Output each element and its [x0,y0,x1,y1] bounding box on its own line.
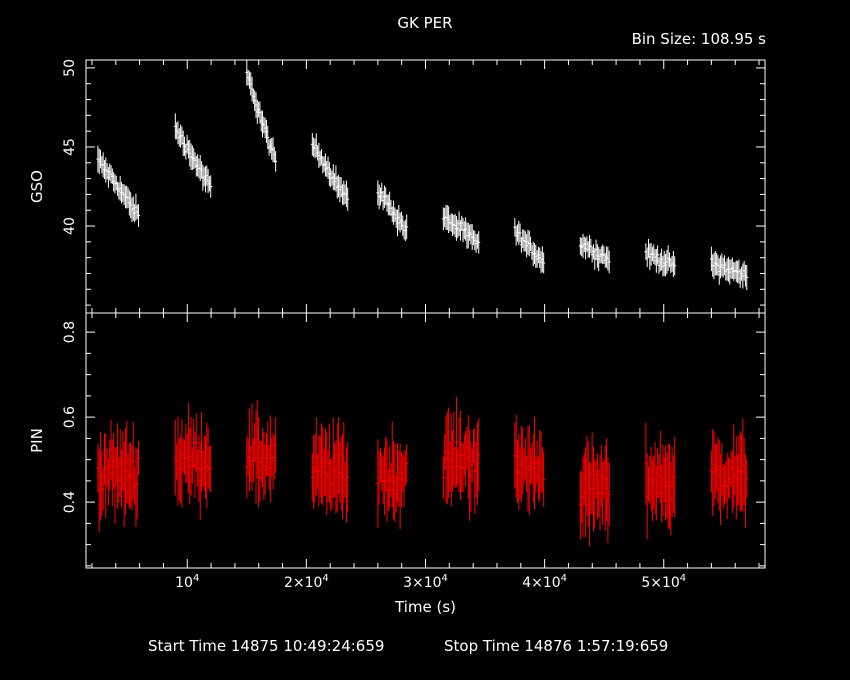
xtick-label: 2×104 [284,573,329,591]
gso-point [542,252,546,274]
pin-point [477,418,481,492]
xtick-label: 3×104 [403,573,448,591]
gso-point [458,220,462,241]
pin-point [137,440,141,476]
footer-stop-time: Stop Time 14876 1:57:19:659 [444,637,669,655]
gso-point [405,214,409,240]
gso-ytick-label: 40 [62,217,78,235]
pin-point [470,448,474,483]
pin-point [673,436,677,518]
plot-title: GK PER [397,14,453,32]
footer-start-time: Start Time 14875 10:49:24:659 [148,637,385,655]
gso-point [673,256,677,276]
pin-point [113,446,117,524]
pin-point [441,456,445,499]
pin-series [96,396,749,547]
pin-point [274,417,278,474]
pin-point [135,448,139,520]
gso-point [346,187,350,211]
gso-point [645,248,649,267]
gso-point [137,203,141,227]
pin-ytick-label: 0.4 [62,491,78,513]
bin-size-label: Bin Size: 108.95 s [631,30,766,48]
xtick-label: 5×104 [641,573,686,591]
pin-point [607,462,611,527]
pin-point [209,445,213,493]
pin-panel-frame [85,312,766,569]
gso-point [607,250,611,274]
pin-point [542,452,546,507]
pin-ytick-label: 0.8 [62,321,78,343]
pin-ytick-label: 0.6 [62,406,78,428]
xtick-label: 4×104 [522,573,567,591]
pin-point [454,396,458,488]
gso-point [745,265,749,291]
pin-ylabel: PIN [28,428,46,453]
pin-point [194,413,198,472]
pin-point [101,467,105,511]
pin-point [346,442,350,513]
pin-point [745,459,749,499]
gso-point [656,245,660,265]
gso-point [320,149,324,165]
gso-point [529,236,533,252]
pin-point [131,421,135,501]
gso-point [477,231,481,254]
gso-point [518,223,522,243]
gso-series [96,60,749,291]
gso-point [209,175,213,198]
x-axis-label: Time (s) [394,598,456,616]
xtick-label: 104 [175,573,199,591]
pin-point [405,444,409,483]
gso-ytick-label: 50 [62,59,78,77]
gso-ylabel: GSO [28,170,46,203]
gso-point [266,125,270,150]
gso-point [589,238,593,254]
gso-ytick-label: 45 [62,138,78,156]
gso-point [274,151,278,172]
